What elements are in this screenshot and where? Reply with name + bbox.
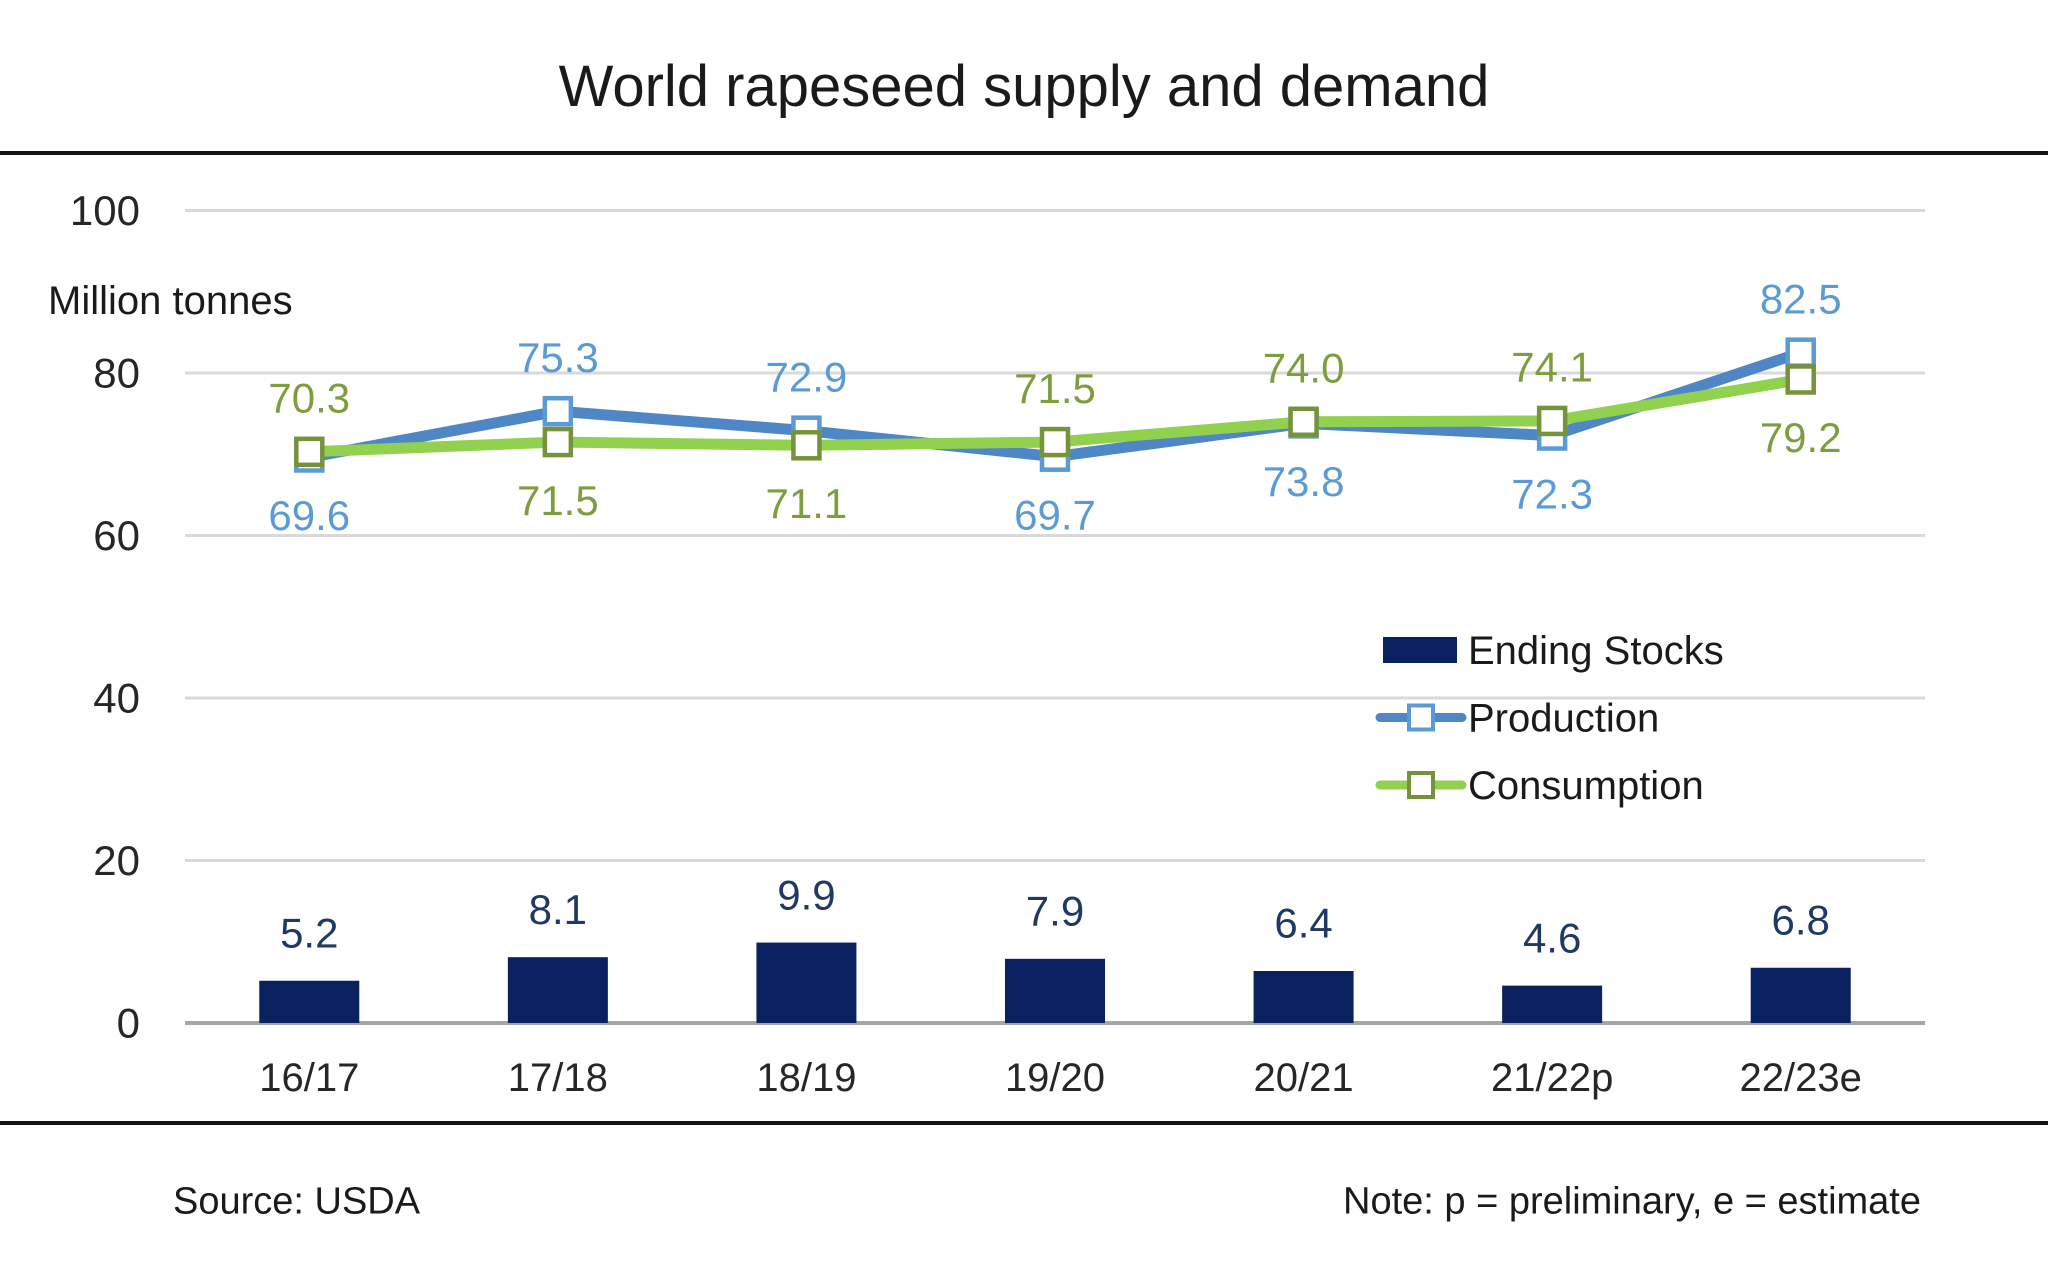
consumption-data-label: 70.3 [268, 375, 350, 422]
consumption-data-label: 79.2 [1760, 414, 1842, 461]
bar-data-label: 4.6 [1523, 914, 1581, 961]
legend-swatch-marker [1407, 703, 1435, 732]
ending-stocks-bar [1005, 958, 1105, 1023]
legend-item-production: Production [1375, 697, 1659, 741]
consumption-marker [1785, 364, 1816, 395]
bar-data-label: 6.8 [1772, 896, 1830, 943]
production-data-label: 72.9 [766, 353, 848, 400]
bar-series-group [259, 942, 1851, 1023]
production-marker [542, 395, 574, 427]
consumption-data-label: 74.1 [1511, 344, 1593, 391]
ending-stocks-bar [259, 980, 360, 1023]
production-data-label: 73.8 [1263, 458, 1345, 505]
consumption-data-label: 71.1 [766, 480, 848, 527]
y-tick-label-60: 60 [93, 512, 140, 559]
chart-title: World rapeseed supply and demand [559, 54, 1490, 119]
legend-item-ending-stocks: Ending Stocks [1383, 629, 1724, 673]
consumption-data-label: 71.5 [1014, 365, 1096, 412]
data-labels-group: 5.2 8.1 9.9 7.9 6.4 4.6 6.8 69.6 75.3 72.9 69.7 73.… [268, 275, 1841, 961]
consumption-marker [542, 426, 574, 458]
ending-stocks-bar [1253, 971, 1354, 1023]
production-data-label: 75.3 [517, 334, 599, 381]
bar-data-label: 8.1 [529, 886, 587, 933]
legend-item-consumption: Consumption [1375, 764, 1704, 808]
consumption-marker [791, 430, 822, 461]
y-axis-ticks-group: 0 20 40 60 80 100 [70, 187, 140, 1046]
x-category-label: 18/19 [756, 1056, 856, 1100]
consumption-marker [1039, 426, 1071, 458]
x-category-label: 22/23e [1740, 1056, 1862, 1100]
footnote: Note: p = preliminary, e = estimate [1343, 1180, 1921, 1222]
legend-label: Production [1468, 697, 1659, 741]
consumption-data-label: 74.0 [1263, 344, 1345, 391]
legend-label: Consumption [1468, 764, 1704, 808]
consumption-marker [1288, 406, 1319, 437]
x-category-label: 20/21 [1254, 1056, 1354, 1100]
production-data-label: 82.5 [1760, 275, 1842, 322]
bar-data-label: 7.9 [1026, 888, 1084, 935]
y-tick-label-80: 80 [93, 350, 140, 397]
production-data-label: 72.3 [1511, 470, 1593, 517]
top-rule [0, 151, 2048, 155]
y-axis-unit-label: Million tonnes [48, 279, 293, 323]
ending-stocks-bar [1750, 967, 1851, 1023]
y-tick-label-20: 20 [93, 837, 140, 884]
x-category-label: 21/22p [1491, 1056, 1613, 1100]
production-marker [1785, 337, 1816, 368]
consumption-data-label: 71.5 [517, 477, 599, 524]
x-category-label: 17/18 [508, 1056, 608, 1100]
legend-group: Ending Stocks Production Consumption [1375, 629, 1724, 808]
consumption-marker [1536, 405, 1568, 437]
bar-data-label: 5.2 [280, 909, 338, 956]
source-note: Source: USDA [173, 1180, 421, 1222]
x-category-label: 16/17 [259, 1056, 359, 1100]
legend-swatch-bar [1383, 637, 1457, 663]
ending-stocks-bar [1502, 985, 1603, 1023]
production-data-label: 69.7 [1014, 491, 1096, 538]
y-tick-label-40: 40 [93, 675, 140, 722]
legend-label: Ending Stocks [1468, 629, 1724, 673]
production-data-label: 69.6 [268, 492, 350, 539]
bar-data-label: 9.9 [777, 871, 835, 918]
legend-swatch-marker [1407, 771, 1435, 799]
ending-stocks-bar [507, 957, 608, 1023]
ending-stocks-bar [756, 942, 857, 1023]
bar-data-label: 6.4 [1274, 900, 1332, 947]
y-tick-label-100: 100 [70, 187, 140, 234]
bottom-rule [0, 1121, 2048, 1125]
consumption-marker [294, 436, 325, 468]
x-category-label: 19/20 [1005, 1056, 1105, 1100]
y-tick-label-0: 0 [117, 1000, 140, 1047]
markers-group [294, 337, 1816, 473]
x-axis-categories-group: 16/17 17/18 18/19 19/20 20/21 21/22p 22/23e [259, 1056, 1862, 1100]
